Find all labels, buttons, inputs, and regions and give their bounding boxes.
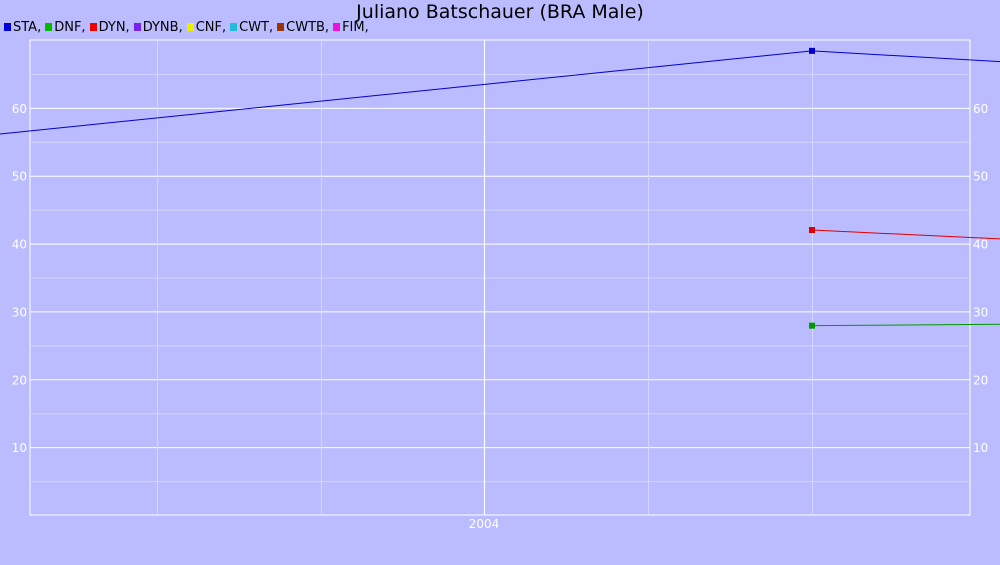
legend-item: FIM, — [333, 20, 369, 35]
y-tick-label-right: 20 — [973, 373, 988, 387]
legend-item: DNF, — [45, 20, 86, 35]
legend-item: CNF, — [186, 20, 227, 35]
legend-item: CWTB, — [277, 20, 329, 35]
legend-swatch — [277, 23, 285, 31]
legend-label: CWT, — [239, 20, 274, 35]
x-tick-label: 2004 — [469, 517, 500, 531]
legend-swatch — [45, 23, 53, 31]
y-tick-label-right: 50 — [973, 170, 988, 184]
legend-label: FIM, — [342, 20, 369, 35]
y-tick-label-left: 60 — [12, 102, 27, 116]
legend-swatch — [4, 23, 11, 31]
legend-label: CNF, — [195, 20, 227, 35]
y-tick-label-left: 30 — [12, 305, 27, 319]
legend-swatch — [186, 23, 194, 31]
data-point-dnf — [809, 322, 815, 329]
series-line-sta — [0, 50, 1000, 135]
y-tick-label-left: 10 — [12, 441, 27, 455]
legend-swatch — [333, 23, 341, 31]
data-point-sta — [809, 47, 815, 54]
legend-label: DNF, — [54, 20, 86, 35]
y-tick-label-right: 10 — [973, 441, 988, 455]
data-point-dyn — [809, 227, 815, 233]
y-tick-label-left: 40 — [12, 238, 27, 252]
chart-title: Juliano Batschauer (BRA Male) — [356, 1, 644, 23]
y-tick-label-right: 40 — [973, 238, 988, 252]
legend-label: STA, — [13, 20, 42, 35]
legend-item: STA, — [4, 20, 41, 35]
y-tick-label-right: 60 — [973, 102, 988, 116]
legend-label: DYN, — [98, 20, 130, 35]
legend-item: DYNB, — [133, 20, 183, 35]
series-line-dnf — [811, 323, 1000, 327]
legend-swatch — [230, 23, 238, 31]
y-tick-label-left: 50 — [12, 170, 27, 184]
legend-swatch — [133, 23, 141, 31]
legend: STA, DNF, DYN, DYNB, CNF, CWT, CWTB, FIM, — [4, 20, 373, 35]
y-tick-label-right: 30 — [973, 305, 988, 319]
legend-item: CWT, — [230, 20, 273, 35]
legend-label: DYNB, — [142, 20, 183, 35]
y-tick-label-left: 20 — [12, 373, 27, 387]
legend-label: CWTB, — [286, 20, 330, 35]
legend-item: DYN, — [89, 20, 130, 35]
legend-swatch — [89, 23, 97, 31]
series-line-dyn — [811, 229, 1000, 240]
